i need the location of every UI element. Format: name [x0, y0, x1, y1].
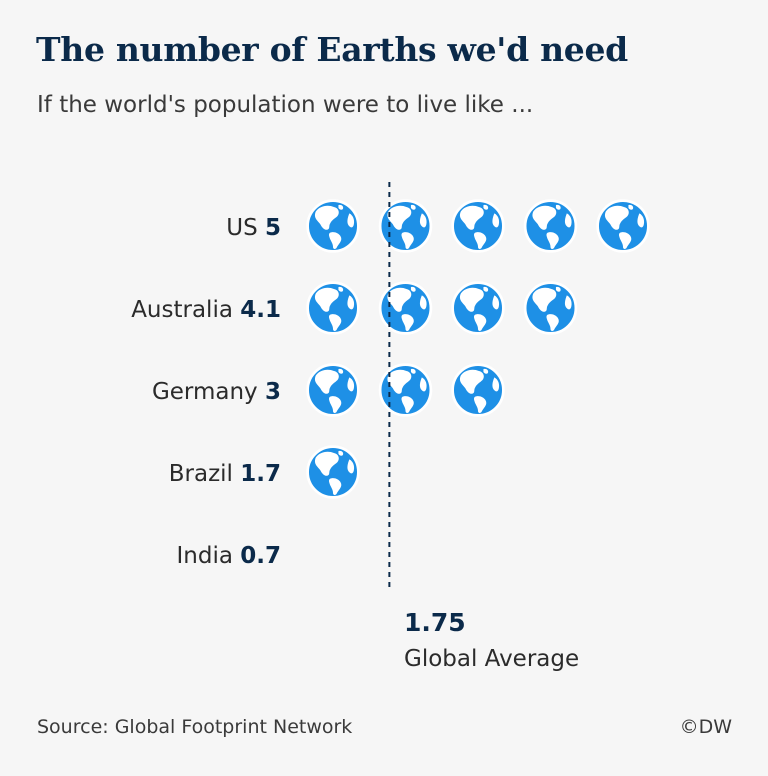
value-label: 5 — [265, 215, 281, 241]
globe-icon — [378, 199, 433, 253]
globe-icon — [306, 445, 360, 499]
globe-icon — [306, 363, 360, 417]
globe-icon-partial — [378, 445, 418, 499]
globe-icon — [306, 199, 360, 253]
globe-icon — [596, 199, 650, 253]
category-name: US — [226, 215, 265, 241]
global-average-value: 1.75 — [404, 608, 466, 637]
value-label: 1.7 — [240, 461, 281, 487]
chart-row: Germany 3 — [152, 363, 505, 417]
globe-icon — [306, 281, 360, 335]
chart-title: The number of Earths we'd need — [36, 30, 628, 69]
category-label: India 0.7 — [176, 543, 281, 569]
source-note: Source: Global Footprint Network — [37, 716, 353, 738]
chart-subtitle: If the world's population were to live l… — [37, 92, 534, 118]
value-label: 4.1 — [240, 297, 281, 323]
chart-row: Brazil 1.7 — [169, 445, 418, 499]
value-label: 0.7 — [240, 543, 281, 569]
globe-icon — [451, 363, 505, 417]
globe-icon — [378, 363, 433, 417]
category-name: Australia — [131, 297, 240, 323]
global-average-label: Global Average — [404, 646, 579, 672]
globe-icon — [523, 281, 578, 335]
category-name: Germany — [152, 379, 265, 405]
chart-row: Australia 4.1 — [131, 281, 599, 335]
globe-icon — [523, 199, 578, 253]
category-name: Brazil — [169, 461, 241, 487]
globe-icon — [378, 281, 433, 335]
globe-icon — [451, 199, 505, 253]
category-name: India — [176, 543, 240, 569]
globe-icon-partial — [306, 527, 346, 581]
globe-icon — [451, 281, 505, 335]
category-label: Germany 3 — [152, 379, 281, 405]
globe-icon-partial — [596, 281, 599, 335]
category-label: Brazil 1.7 — [169, 461, 281, 487]
credit-label: ©DW — [679, 716, 732, 738]
category-label: US 5 — [226, 215, 281, 241]
category-label: Australia 4.1 — [131, 297, 281, 323]
chart-row: India 0.7 — [176, 527, 346, 581]
value-label: 3 — [265, 379, 281, 405]
chart-row: US 5 — [226, 199, 650, 253]
